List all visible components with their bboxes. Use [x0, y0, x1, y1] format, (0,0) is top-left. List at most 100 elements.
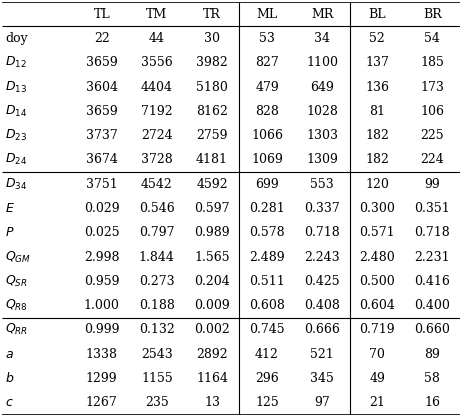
- Text: $D_{24}$: $D_{24}$: [5, 152, 27, 168]
- Text: BR: BR: [423, 8, 442, 21]
- Text: 0.745: 0.745: [249, 324, 285, 337]
- Text: 7192: 7192: [141, 105, 173, 118]
- Text: 3659: 3659: [86, 105, 118, 118]
- Text: 0.660: 0.660: [414, 324, 450, 337]
- Text: 30: 30: [204, 32, 220, 45]
- Text: 2.489: 2.489: [249, 251, 285, 264]
- Text: 1155: 1155: [141, 372, 173, 385]
- Text: 828: 828: [255, 105, 279, 118]
- Text: 0.009: 0.009: [194, 299, 230, 312]
- Text: 1303: 1303: [306, 129, 338, 142]
- Text: 182: 182: [365, 129, 389, 142]
- Text: $D_{34}$: $D_{34}$: [5, 177, 27, 192]
- Text: 120: 120: [365, 178, 389, 191]
- Text: 1.000: 1.000: [84, 299, 120, 312]
- Text: 0.578: 0.578: [249, 226, 285, 239]
- Text: 3737: 3737: [86, 129, 118, 142]
- Text: 4181: 4181: [196, 153, 228, 166]
- Text: 699: 699: [255, 178, 279, 191]
- Text: 649: 649: [310, 80, 334, 93]
- Text: 1309: 1309: [306, 153, 338, 166]
- Text: 173: 173: [420, 80, 444, 93]
- Text: 0.400: 0.400: [414, 299, 450, 312]
- Text: 34: 34: [314, 32, 330, 45]
- Text: $Q_{GM}$: $Q_{GM}$: [5, 249, 31, 265]
- Text: TL: TL: [93, 8, 110, 21]
- Text: 0.511: 0.511: [249, 275, 285, 288]
- Text: 2.480: 2.480: [359, 251, 395, 264]
- Text: 0.351: 0.351: [414, 202, 450, 215]
- Text: 225: 225: [420, 129, 444, 142]
- Text: BL: BL: [369, 8, 386, 21]
- Text: $\mathit{E}$: $\mathit{E}$: [5, 202, 15, 215]
- Text: $D_{12}$: $D_{12}$: [5, 55, 27, 70]
- Text: 4404: 4404: [141, 80, 173, 93]
- Text: 2.243: 2.243: [304, 251, 340, 264]
- Text: 5180: 5180: [196, 80, 228, 93]
- Text: $D_{13}$: $D_{13}$: [5, 80, 27, 95]
- Text: 0.132: 0.132: [139, 324, 175, 337]
- Text: 0.718: 0.718: [414, 226, 450, 239]
- Text: 21: 21: [369, 396, 385, 409]
- Text: 3659: 3659: [86, 56, 118, 69]
- Text: $\mathit{c}$: $\mathit{c}$: [5, 396, 14, 409]
- Text: 235: 235: [145, 396, 169, 409]
- Text: TM: TM: [146, 8, 167, 21]
- Text: 54: 54: [425, 32, 440, 45]
- Text: 0.608: 0.608: [249, 299, 285, 312]
- Text: 89: 89: [425, 348, 440, 361]
- Text: 0.989: 0.989: [194, 226, 230, 239]
- Text: 1267: 1267: [86, 396, 118, 409]
- Text: 0.416: 0.416: [414, 275, 450, 288]
- Text: 44: 44: [149, 32, 165, 45]
- Text: $D_{14}$: $D_{14}$: [5, 104, 27, 119]
- Text: $\mathit{a}$: $\mathit{a}$: [5, 348, 14, 361]
- Text: 0.025: 0.025: [84, 226, 120, 239]
- Text: $Q_{R8}$: $Q_{R8}$: [5, 298, 28, 313]
- Text: 1100: 1100: [306, 56, 338, 69]
- Text: 8162: 8162: [196, 105, 228, 118]
- Text: ML: ML: [256, 8, 278, 21]
- Text: 0.408: 0.408: [304, 299, 340, 312]
- Text: 2892: 2892: [196, 348, 228, 361]
- Text: $Q_{RR}$: $Q_{RR}$: [5, 322, 28, 337]
- Text: 0.273: 0.273: [139, 275, 175, 288]
- Text: $\mathit{P}$: $\mathit{P}$: [5, 226, 15, 239]
- Text: 345: 345: [310, 372, 334, 385]
- Text: 3674: 3674: [86, 153, 118, 166]
- Text: 553: 553: [310, 178, 334, 191]
- Text: MR: MR: [311, 8, 334, 21]
- Text: 1069: 1069: [251, 153, 283, 166]
- Text: 412: 412: [255, 348, 279, 361]
- Text: $Q_{SR}$: $Q_{SR}$: [5, 274, 28, 289]
- Text: 137: 137: [365, 56, 389, 69]
- Text: 224: 224: [420, 153, 444, 166]
- Text: 0.281: 0.281: [249, 202, 285, 215]
- Text: 1.565: 1.565: [194, 251, 230, 264]
- Text: 296: 296: [255, 372, 279, 385]
- Text: TR: TR: [203, 8, 221, 21]
- Text: 22: 22: [94, 32, 109, 45]
- Text: 2543: 2543: [141, 348, 173, 361]
- Text: 0.666: 0.666: [304, 324, 340, 337]
- Text: 0.604: 0.604: [359, 299, 395, 312]
- Text: 2759: 2759: [196, 129, 228, 142]
- Text: 58: 58: [425, 372, 440, 385]
- Text: 3982: 3982: [196, 56, 228, 69]
- Text: 3751: 3751: [86, 178, 118, 191]
- Text: 0.425: 0.425: [304, 275, 340, 288]
- Text: doy: doy: [5, 32, 28, 45]
- Text: 1066: 1066: [251, 129, 283, 142]
- Text: 1299: 1299: [86, 372, 117, 385]
- Text: 0.571: 0.571: [359, 226, 395, 239]
- Text: 1338: 1338: [86, 348, 118, 361]
- Text: 1.844: 1.844: [139, 251, 175, 264]
- Text: 3556: 3556: [141, 56, 173, 69]
- Text: 0.546: 0.546: [139, 202, 175, 215]
- Text: 0.204: 0.204: [194, 275, 230, 288]
- Text: 0.718: 0.718: [304, 226, 340, 239]
- Text: 2.231: 2.231: [414, 251, 450, 264]
- Text: 53: 53: [259, 32, 275, 45]
- Text: 0.500: 0.500: [359, 275, 395, 288]
- Text: $D_{23}$: $D_{23}$: [5, 128, 27, 143]
